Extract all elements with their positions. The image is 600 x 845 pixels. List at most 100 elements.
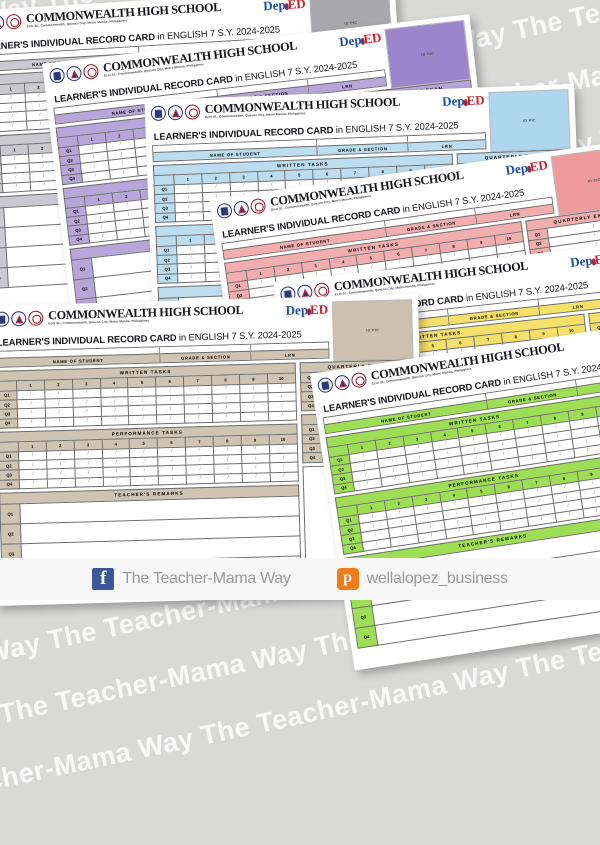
quarter-label: Q4 (158, 273, 178, 283)
score-cell[interactable]: / (158, 475, 186, 485)
city-seal-icon (151, 106, 167, 122)
quarter-label: Q1 (0, 503, 20, 524)
field-lrn[interactable]: LRN (251, 343, 328, 360)
school-logo-icon (168, 105, 184, 121)
score-cell[interactable]: / (129, 415, 157, 425)
field-grade-section[interactable]: GRADE & SECTION (317, 136, 409, 154)
school-seals (151, 103, 201, 121)
id-pic-box: ID PIC (332, 299, 414, 361)
field-grade-section[interactable]: GRADE & SECTION (160, 345, 251, 363)
score-cell[interactable]: / (82, 170, 111, 183)
facebook-handle: The Teacher-Mama Way (122, 570, 290, 588)
quarter-label: Q4 (69, 234, 90, 246)
department-seal-icon (250, 198, 267, 215)
school-seals (0, 310, 43, 327)
score-cell[interactable]: / (268, 411, 296, 421)
deped-flame-icon (360, 38, 365, 45)
score-cell[interactable]: / (131, 476, 159, 486)
footer-facebook[interactable]: The Teacher-Mama Way (92, 568, 290, 590)
id-pic-label: ID PIC (366, 328, 379, 332)
id-pic-box: ID PIC (384, 20, 470, 89)
id-pic-label: ID PIC (344, 21, 357, 26)
score-cell[interactable]: / (214, 473, 242, 483)
quarter-label: Q4 (342, 542, 363, 554)
score-cell[interactable]: / (109, 167, 138, 180)
id-pic-label: ID PIC (523, 118, 536, 122)
score-cell[interactable]: / (178, 272, 206, 282)
footer-business[interactable]: wellalopez_business (337, 568, 508, 590)
footer-bar: The Teacher-Mama Way wellalopez_business (0, 558, 600, 600)
field-lrn[interactable]: LRN (408, 133, 485, 151)
school-logo-icon (0, 15, 5, 31)
city-seal-icon (317, 377, 334, 394)
department-seal-icon (28, 311, 43, 326)
id-pic-box: ID PIC (551, 145, 600, 216)
score-cell[interactable]: / (212, 412, 240, 422)
department-seal-icon (6, 14, 22, 30)
score-cell[interactable]: / (75, 477, 103, 487)
deped-flame-icon (285, 3, 289, 10)
score-cell[interactable]: / (157, 414, 185, 424)
quarter-label: Q4 (62, 173, 83, 185)
score-cell[interactable]: / (18, 418, 46, 428)
score-cell[interactable]: / (0, 121, 27, 132)
deped-logo: DepED (505, 157, 549, 177)
city-seal-icon (216, 202, 233, 219)
score-cell[interactable]: / (270, 472, 298, 482)
department-seal-icon (185, 104, 201, 120)
score-cell[interactable]: / (19, 479, 47, 489)
score-cell[interactable]: / (47, 478, 75, 488)
school-seals (0, 13, 22, 32)
id-pic-box: ID PIC (488, 89, 570, 152)
deped-flame-icon (307, 308, 311, 315)
business-icon (337, 568, 359, 590)
school-logo-icon (233, 200, 250, 217)
field-label: GRADE & SECTION (161, 351, 251, 362)
score-cell[interactable]: / (45, 417, 73, 427)
business-handle: wellalopez_business (367, 570, 508, 588)
city-seal-icon (49, 67, 66, 84)
school-seals (49, 62, 100, 84)
score-cell[interactable]: / (116, 227, 145, 240)
id-pic-label: ID PIC (588, 178, 600, 184)
score-cell[interactable]: / (101, 415, 129, 425)
score-cell[interactable]: / (240, 411, 268, 421)
left-column: WRITTEN TASKS12345678910Q1//////////Q2//… (326, 392, 600, 648)
department-seal-icon (83, 63, 100, 80)
deped-logo: DepED (263, 0, 306, 12)
score-cell[interactable]: / (185, 413, 213, 423)
school-seals (216, 197, 267, 220)
deped-logo: DepED (569, 250, 600, 269)
deped-flame-icon (464, 99, 468, 106)
score-cell[interactable]: / (175, 211, 203, 221)
quarter-label: Q4 (0, 418, 18, 428)
quarter-label: Q4 (333, 482, 354, 494)
score-cell[interactable]: / (186, 474, 214, 484)
department-seal-icon (350, 372, 367, 389)
score-cell[interactable]: / (30, 180, 58, 191)
quarter-label: Q2 (74, 277, 96, 299)
score-cell[interactable]: / (2, 182, 30, 193)
field-name-of-student[interactable]: NAME OF STUDENT (0, 347, 161, 367)
score-cell[interactable]: / (73, 416, 101, 426)
field-label: LRN (252, 349, 329, 360)
quarter-label: Q2 (0, 523, 21, 544)
school-seals (317, 371, 368, 394)
score-cell[interactable]: / (103, 476, 131, 486)
score-cell[interactable]: / (89, 231, 118, 244)
score-cell[interactable]: / (242, 473, 270, 483)
deped-flame-icon (527, 165, 532, 172)
deped-logo: DepED (442, 92, 485, 108)
quarter-label: Q4 (302, 453, 322, 463)
school-logo-icon (66, 65, 83, 82)
quarter-label: Q4 (0, 480, 20, 490)
